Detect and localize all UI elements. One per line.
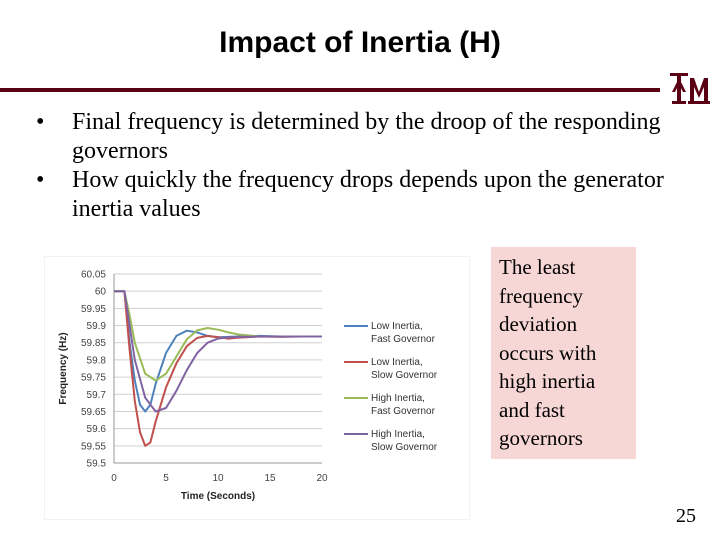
series-line bbox=[114, 290, 322, 447]
x-tick-label: 5 bbox=[163, 473, 169, 484]
legend-label: High Inertia, bbox=[371, 429, 425, 440]
legend-label: Slow Governor bbox=[371, 370, 438, 381]
bullet-text: Final frequency is determined by the dro… bbox=[72, 109, 661, 164]
y-tick-label: 59.75 bbox=[81, 373, 106, 384]
y-tick-label: 59.85 bbox=[81, 338, 106, 349]
frequency-chart: 60.056059.9559.959.8559.859.7559.759.655… bbox=[58, 270, 438, 503]
y-tick-label: 60.05 bbox=[81, 270, 106, 281]
y-axis-label: Frequency (Hz) bbox=[58, 332, 69, 404]
y-tick-label: 59.7 bbox=[87, 390, 107, 401]
legend-label: Low Inertia, bbox=[371, 357, 423, 368]
slide-title: Impact of Inertia (H) bbox=[219, 26, 501, 59]
x-tick-label: 15 bbox=[264, 473, 276, 484]
legend-label: High Inertia, bbox=[371, 393, 425, 404]
legend-label: Slow Governor bbox=[371, 442, 438, 453]
x-tick-label: 0 bbox=[111, 473, 117, 484]
x-tick-label: 10 bbox=[212, 473, 224, 484]
series-line bbox=[114, 290, 322, 413]
y-tick-label: 59.65 bbox=[81, 407, 106, 418]
series-line bbox=[114, 290, 322, 413]
callout-box: The least frequency deviation occurs wit… bbox=[491, 247, 636, 459]
y-tick-label: 59.9 bbox=[87, 321, 107, 332]
bullet-text: How quickly the frequency drops depends … bbox=[72, 167, 664, 222]
y-tick-label: 59.95 bbox=[81, 304, 106, 315]
y-tick-label: 59.6 bbox=[87, 424, 107, 435]
page-number: 25 bbox=[676, 505, 696, 527]
title-underline bbox=[0, 88, 660, 92]
university-logo bbox=[670, 73, 710, 104]
x-tick-label: 20 bbox=[316, 473, 328, 484]
x-axis-label: Time (Seconds) bbox=[181, 491, 255, 502]
bullet-list: • Final frequency is determined by the d… bbox=[36, 108, 676, 224]
legend-label: Fast Governor bbox=[371, 406, 436, 417]
legend-label: Low Inertia, bbox=[371, 321, 423, 332]
y-tick-label: 59.55 bbox=[81, 441, 106, 452]
bullet-marker: • bbox=[36, 167, 45, 193]
frequency-chart-panel: 60.05 60 59.95 59.9 59.85 59.8 59.75 59.7 59.65 5… bbox=[44, 256, 470, 520]
y-tick-label: 60 bbox=[95, 287, 107, 298]
legend-label: Fast Governor bbox=[371, 334, 436, 345]
bullet-marker: • bbox=[36, 109, 45, 135]
y-tick-label: 59.8 bbox=[87, 355, 107, 366]
bullet-item: • How quickly the frequency drops depend… bbox=[36, 166, 676, 224]
bullet-item: • Final frequency is determined by the d… bbox=[36, 108, 676, 166]
y-tick-label: 59.5 bbox=[87, 459, 107, 470]
